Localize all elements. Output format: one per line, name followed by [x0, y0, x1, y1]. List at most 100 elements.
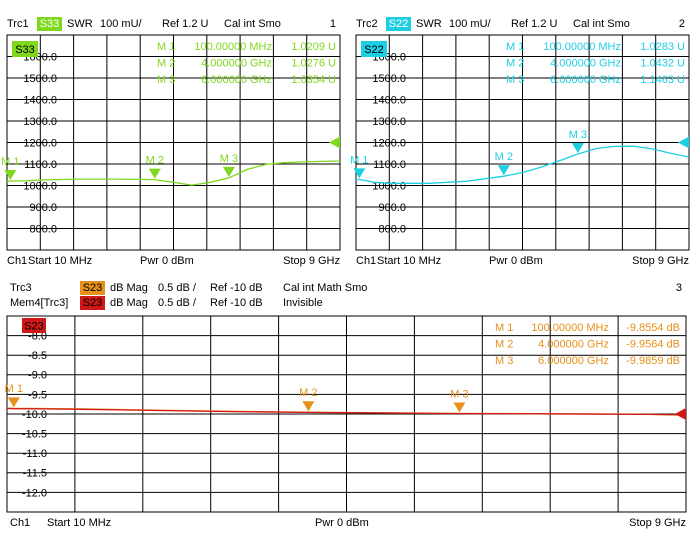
y-tick-label: 1500.0	[372, 73, 406, 85]
marker	[353, 168, 366, 179]
y-tick-label: 1100.0	[24, 159, 57, 171]
marker-table-name: M 2	[157, 57, 175, 69]
param-label: S22	[389, 18, 409, 30]
marker-table-name: M 3	[495, 355, 513, 367]
y-tick-label: -8.0	[28, 331, 47, 343]
format-label: SWR	[416, 18, 442, 30]
trace-line	[355, 145, 690, 184]
marker-table-value: -9.9564 dB	[626, 338, 680, 350]
marker-table-name: M 1	[157, 41, 175, 53]
scale-label: 100 mU/	[100, 18, 143, 30]
trace-name: Trc1	[7, 18, 29, 30]
y-tick-label: -8.5	[28, 350, 47, 362]
trace-name: Trc2	[356, 18, 378, 30]
note-label: Cal int Smo	[224, 18, 281, 30]
y-tick-label: 1300.0	[372, 116, 406, 128]
marker-table-value: 1.0276 U	[291, 57, 336, 69]
plot-badge-label: S23	[24, 320, 44, 332]
param-label: S23	[83, 282, 103, 294]
y-tick-label: 1100.0	[373, 159, 406, 171]
marker	[148, 168, 161, 179]
param-badge	[386, 17, 411, 31]
marker-table-stimulus: 4.000000 GHz	[538, 338, 609, 350]
marker-table-stimulus: 100.00000 MHz	[543, 41, 621, 53]
marker-label: M 3	[569, 129, 587, 141]
plot-badge	[12, 41, 38, 57]
y-tick-label: 1400.0	[23, 94, 57, 106]
marker-table-name: M 1	[495, 322, 513, 334]
marker	[571, 143, 584, 154]
channel-label: Ch1	[356, 255, 376, 267]
y-tick-label: 1200.0	[23, 137, 57, 149]
marker-table-value: -9.9859 dB	[626, 355, 680, 367]
y-tick-label: -10.0	[22, 409, 47, 421]
note-label: Cal int Smo	[573, 18, 630, 30]
marker-label: M 2	[495, 151, 513, 163]
format-label: dB Mag	[110, 297, 148, 309]
ref-arrow	[678, 136, 689, 149]
marker-table-value: 1.1463 U	[640, 74, 685, 86]
y-tick-label: -9.0	[28, 370, 47, 382]
marker-table-value: 1.0432 U	[640, 57, 685, 69]
channel-number: 1	[330, 18, 336, 30]
note-label: Invisible	[283, 297, 323, 309]
stop-label: Stop 9 GHz	[629, 517, 686, 529]
trace-name: Mem4[Trc3]	[10, 297, 68, 309]
marker-table-value: 1.0209 U	[291, 41, 336, 53]
marker-label: M 3	[450, 388, 468, 400]
power-label: Pwr 0 dBm	[140, 255, 194, 267]
marker-table-value: 1.0283 U	[640, 41, 685, 53]
ref-label: Ref -10 dB	[210, 297, 263, 309]
marker	[222, 166, 235, 177]
marker-table-name: M 2	[506, 57, 524, 69]
format-label: dB Mag	[110, 282, 148, 294]
marker	[302, 401, 315, 412]
marker-table-name: M 2	[495, 338, 513, 350]
marker-table-name: M 3	[157, 74, 175, 86]
trace-line	[6, 407, 687, 416]
start-label: Start 10 MHz	[28, 255, 92, 267]
scale-label: 0.5 dB /	[158, 297, 197, 309]
marker-table-stimulus: 6.000000 GHz	[538, 355, 609, 367]
y-tick-label: 900.0	[378, 202, 406, 214]
format-label: SWR	[67, 18, 93, 30]
marker-table-name: M 3	[506, 74, 524, 86]
marker-table-value: 1.0354 U	[291, 74, 336, 86]
y-tick-label: 900.0	[29, 202, 57, 214]
channel-label: Ch1	[7, 255, 27, 267]
y-tick-label: 800.0	[29, 223, 57, 235]
marker-table-stimulus: 100.00000 MHz	[194, 41, 272, 53]
ref-arrow	[329, 136, 340, 149]
ref-arrow	[675, 408, 686, 420]
param-label: S23	[83, 297, 103, 309]
scale-label: 0.5 dB /	[158, 282, 197, 294]
y-tick-label: -11.5	[23, 468, 47, 480]
channel-label: Ch1	[10, 517, 30, 529]
marker	[7, 397, 20, 408]
marker-label: M 2	[146, 154, 164, 166]
marker	[453, 402, 466, 413]
marker-table-stimulus: 4.000000 GHz	[201, 57, 272, 69]
marker-table-stimulus: 6.000000 GHz	[550, 74, 621, 86]
channel-number: 2	[679, 18, 685, 30]
y-tick-label: 1200.0	[372, 137, 406, 149]
trace-name: Trc3	[10, 282, 32, 294]
start-label: Start 10 MHz	[47, 517, 111, 529]
plot-badge-label: S22	[364, 44, 384, 56]
y-tick-label: -11.0	[23, 448, 47, 460]
y-tick-label: 1000.0	[23, 180, 57, 192]
power-label: Pwr 0 dBm	[315, 517, 369, 529]
power-label: Pwr 0 dBm	[489, 255, 543, 267]
marker-label: M 2	[299, 387, 317, 399]
marker-table-stimulus: 4.000000 GHz	[550, 57, 621, 69]
y-tick-label: 1500.0	[23, 73, 57, 85]
marker-table-stimulus: 6.000000 GHz	[201, 74, 272, 86]
ref-label: Ref 1.2 U	[511, 18, 558, 30]
stop-label: Stop 9 GHz	[283, 255, 340, 267]
ref-label: Ref -10 dB	[210, 282, 263, 294]
plot-badge-label: S33	[15, 44, 35, 56]
channel-number: 3	[676, 282, 682, 294]
plot-badge	[361, 41, 387, 57]
